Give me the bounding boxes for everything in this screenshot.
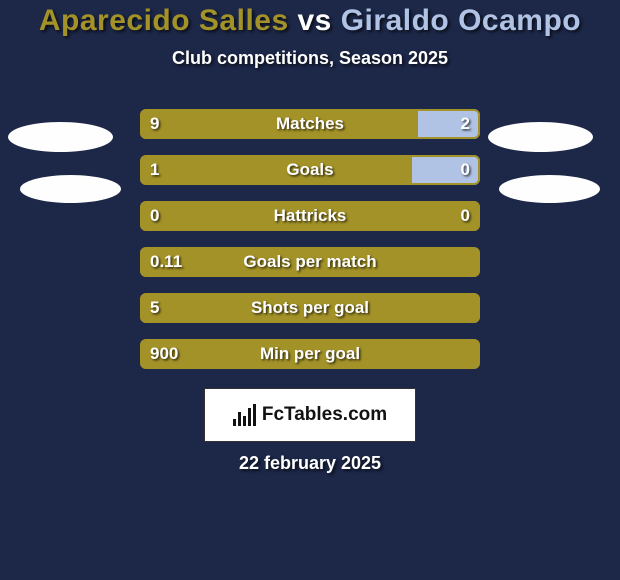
stat-bar-a <box>140 293 480 323</box>
chart-bars-icon <box>233 404 256 426</box>
stat-value-a: 900 <box>150 339 178 369</box>
stat-bar <box>140 155 480 185</box>
stat-bar <box>140 339 480 369</box>
stat-value-b: 2 <box>461 109 470 139</box>
stat-value-a: 1 <box>150 155 159 185</box>
stat-value-a: 5 <box>150 293 159 323</box>
stat-row: Shots per goal5 <box>0 293 620 323</box>
stat-row: Min per goal900 <box>0 339 620 369</box>
stat-bar-a <box>140 155 412 185</box>
badge-text: FcTables.com <box>262 404 387 426</box>
stat-bar-a <box>140 247 480 277</box>
title-player-b: Giraldo Ocampo <box>341 4 581 37</box>
stat-value-a: 0.11 <box>150 247 182 277</box>
decorative-ellipse <box>8 122 113 152</box>
stat-row: Hattricks00 <box>0 201 620 231</box>
stat-bar <box>140 293 480 323</box>
stat-bar-a <box>140 339 480 369</box>
page-title: Aparecido Salles vs Giraldo Ocampo <box>0 4 620 38</box>
stat-row: Goals per match0.11 <box>0 247 620 277</box>
stat-bar-a <box>140 201 480 231</box>
stat-value-b: 0 <box>461 155 470 185</box>
stat-bar <box>140 109 480 139</box>
stat-bar-b <box>418 109 480 139</box>
title-vs: vs <box>298 4 332 37</box>
comparison-card: Aparecido Salles vs Giraldo Ocampo Club … <box>0 0 620 580</box>
decorative-ellipse <box>499 175 600 203</box>
decorative-ellipse <box>20 175 121 203</box>
decorative-ellipse <box>488 122 593 152</box>
stat-value-a: 0 <box>150 201 159 231</box>
stat-bar <box>140 201 480 231</box>
stat-bar <box>140 247 480 277</box>
stat-value-a: 9 <box>150 109 159 139</box>
subtitle: Club competitions, Season 2025 <box>0 48 620 69</box>
stat-bar-a <box>140 109 418 139</box>
source-badge: FcTables.com <box>204 388 416 442</box>
stat-value-b: 0 <box>461 201 470 231</box>
title-player-a: Aparecido Salles <box>39 4 289 37</box>
date-label: 22 february 2025 <box>0 453 620 474</box>
